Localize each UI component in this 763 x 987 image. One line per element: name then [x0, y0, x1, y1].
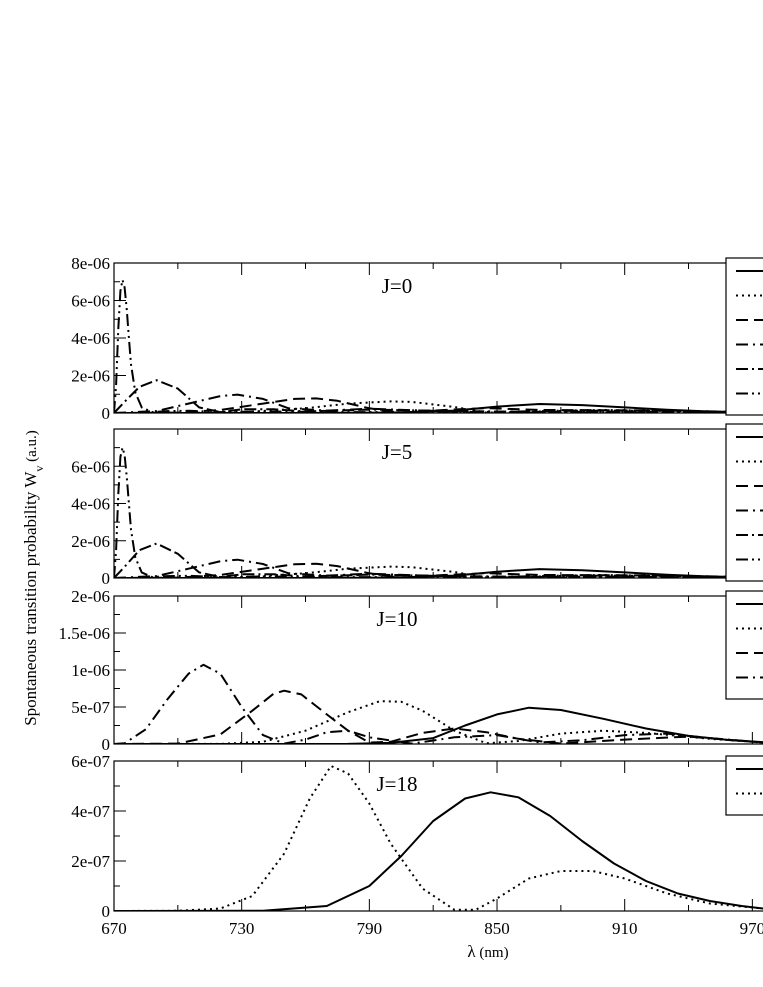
legend	[725, 755, 763, 816]
x-tick-label: 730	[229, 919, 255, 938]
legend-box	[725, 423, 763, 582]
panels-layer: 02e-064e-066e-068e-06J=002e-064e-066e-06…	[59, 254, 763, 938]
panel-title: J=5	[382, 440, 413, 464]
y-tick-label: 4e-06	[71, 329, 110, 348]
y-tick-label: 2e-06	[71, 532, 110, 551]
panel-2: 0 2e-06 4e-06 6e-06 J=5	[71, 423, 763, 588]
series-line-dashdotdash	[114, 379, 763, 413]
series-line-dashdotdash	[114, 542, 763, 578]
y-axis-label-main: Spontaneous transition probability W	[21, 471, 40, 726]
legend	[725, 257, 763, 416]
panel-1: 0 2e-06 4e-06 6e-06 8e-06 J=0	[71, 254, 763, 423]
y-tick-label: 1.5e-06	[59, 624, 110, 643]
y-tick-label: 2e-06	[71, 367, 110, 386]
y-axis-label-sub: v	[32, 466, 46, 472]
y-tick-label: 2e-07	[71, 852, 110, 871]
y-axis-label: Spontaneous transition probability Wv (a…	[21, 430, 46, 726]
series-line-dotted	[114, 700, 763, 744]
series-line-dashed	[114, 689, 763, 744]
series-line-dashdot	[114, 663, 763, 744]
panel-3: 0 5e-07 1e-06 1.5e-06 2e-06 J=10	[59, 587, 763, 754]
series-line-dashdotdot	[114, 446, 763, 578]
y-tick-label: 6e-06	[71, 292, 110, 311]
series-line-solid	[114, 791, 763, 911]
y-tick-label: 1e-06	[71, 661, 110, 680]
y-tick-label: 8e-06	[71, 254, 110, 273]
y-tick-label: 2e-06	[71, 587, 110, 606]
y-tick-label: 4e-07	[71, 802, 110, 821]
panel-frame	[113, 262, 763, 414]
legend	[725, 423, 763, 582]
series-group	[114, 663, 763, 744]
series-group	[114, 278, 763, 413]
panel-frame	[113, 428, 763, 579]
y-tick-label: 6e-07	[71, 752, 110, 771]
y-tick-label: 0	[102, 404, 111, 423]
panel-title: J=18	[376, 772, 417, 796]
x-tick-label: 970	[740, 919, 763, 938]
series-group	[114, 446, 763, 578]
x-tick-label: 790	[357, 919, 383, 938]
y-tick-label: 0	[102, 735, 111, 754]
x-axis-label-unit: (nm)	[476, 945, 509, 961]
series-line-dashdotdot	[114, 278, 763, 413]
y-tick-label: 5e-07	[71, 698, 110, 717]
legend	[725, 590, 763, 700]
x-tick-label: 850	[484, 919, 510, 938]
panel-title: J=10	[376, 607, 417, 631]
panel-title: J=0	[382, 274, 413, 298]
x-axis-label-symbol: λ	[467, 942, 476, 961]
legend-box	[725, 590, 763, 700]
x-tick-label: 910	[612, 919, 638, 938]
legend-box	[725, 257, 763, 416]
legend-box	[725, 755, 763, 816]
y-tick-label: 0	[102, 902, 111, 921]
panel-4: 0 2e-07 4e-07 6e-07 J=18	[71, 752, 763, 921]
series-group	[114, 765, 763, 911]
y-tick-label: 4e-06	[71, 495, 110, 514]
y-tick-label: 6e-06	[71, 457, 110, 476]
x-tick-label: 670	[101, 919, 127, 938]
x-axis-label: λ (nm)	[467, 942, 508, 961]
y-tick-label: 0	[102, 569, 111, 588]
y-axis-label-unit: (a.u.)	[24, 430, 40, 465]
